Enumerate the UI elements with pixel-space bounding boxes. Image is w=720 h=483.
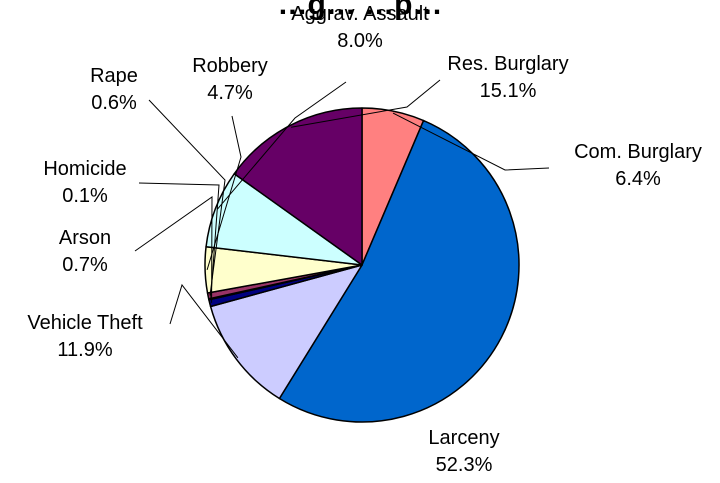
- leader-line-1: [392, 112, 550, 171]
- slice-percent-label: 4.7%: [207, 82, 253, 104]
- leader-lines: [134, 79, 550, 359]
- leader-line-6: [148, 99, 226, 296]
- leader-line-9: [291, 79, 441, 128]
- slice-labels: Com. Burglary 6.4% Larceny 52.3% Vehicle The…: [27, 3, 702, 476]
- slice-percent-label: 52.3%: [436, 454, 493, 476]
- pie-slice-larceny: [278, 119, 520, 423]
- slice-label: Aggrav. Assault: [291, 3, 429, 25]
- slice-label: Rape: [90, 65, 138, 87]
- leader-line-8: [217, 81, 347, 210]
- slice-percent-label: 11.9%: [57, 339, 112, 361]
- slice-label: Homicide: [43, 158, 126, 180]
- slice-label: Vehicle Theft: [27, 312, 143, 334]
- slice-percent-label: 15.1%: [480, 80, 537, 102]
- leader-line-4: [134, 196, 213, 303]
- slice-label: Larceny: [428, 427, 499, 449]
- leader-line-7: [206, 115, 242, 271]
- pie-slice-vehicle-theft: [209, 264, 363, 400]
- slice-percent-label: 6.4%: [615, 168, 661, 190]
- leader-line-5: [138, 182, 220, 299]
- leader-line-3: [169, 283, 239, 359]
- slice-label: Com. Burglary: [574, 141, 702, 163]
- chart-title: …g… …p…: [278, 0, 443, 21]
- slice-label: Arson: [59, 227, 111, 249]
- slice-percent-label: 0.7%: [62, 254, 108, 276]
- slice-percent-label: 8.0%: [337, 30, 383, 52]
- pie-slice-res-burglary: [233, 107, 363, 266]
- slice-percent-label: 0.1%: [62, 185, 108, 207]
- slice-label: Res. Burglary: [447, 53, 568, 75]
- slice-label: Robbery: [192, 55, 268, 77]
- slice-percent-label: 0.6%: [91, 92, 137, 114]
- pie-slices: [204, 107, 520, 423]
